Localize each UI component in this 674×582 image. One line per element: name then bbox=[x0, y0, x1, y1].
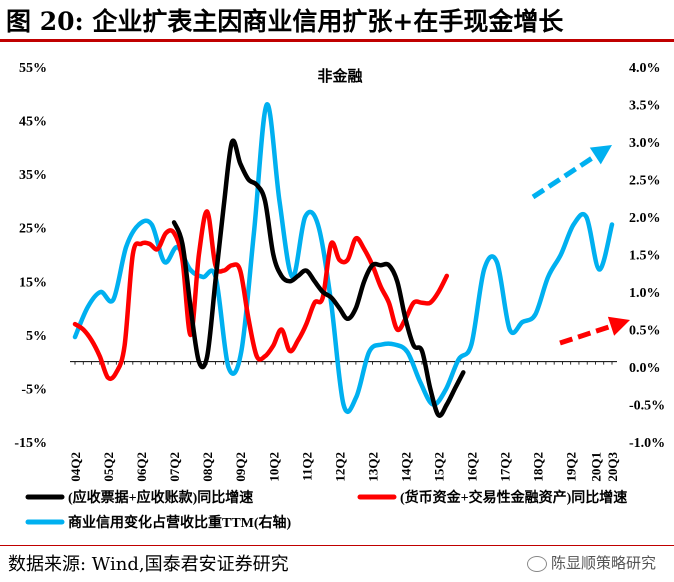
chart-arrows bbox=[531, 145, 630, 346]
x-tick-label: 06Q2 bbox=[134, 452, 149, 482]
chart-series bbox=[72, 102, 615, 418]
x-tick-label: 07Q2 bbox=[167, 452, 182, 482]
red-trend-arrow bbox=[559, 316, 630, 346]
x-tick-label: 17Q2 bbox=[498, 452, 513, 482]
figure-title: 图 20: 企业扩表主因商业信用扩张+在手现金增长 bbox=[6, 7, 564, 36]
x-tick-label: 20Q1 bbox=[588, 452, 603, 482]
x-tick-label: 12Q2 bbox=[332, 452, 347, 482]
source-divider bbox=[0, 545, 674, 546]
series-red-cash bbox=[72, 209, 450, 381]
x-tick-label: 09Q2 bbox=[233, 452, 248, 482]
y-right-tick-label: 4.0% bbox=[629, 61, 661, 76]
y-right-tick-label: 0.5% bbox=[629, 324, 661, 339]
series-blue-credit bbox=[72, 102, 615, 414]
red-trend-arrow-head bbox=[607, 316, 630, 336]
chart-annotation: 非金融 bbox=[317, 67, 362, 85]
x-tick-label: 08Q2 bbox=[200, 452, 215, 482]
y-left-tick-label: -5% bbox=[21, 382, 47, 397]
chart-axes: 55% 45% 35% 25% 15% 5% -5% -15% 4.0% 3.5% 3.0% 2.5%… bbox=[14, 61, 665, 482]
series-black-receivables bbox=[171, 138, 466, 418]
x-tick-label: 16Q2 bbox=[465, 452, 480, 482]
wechat-icon bbox=[526, 555, 547, 572]
y-right-tick-label: 1.5% bbox=[629, 249, 661, 264]
x-tick-label: 13Q2 bbox=[365, 452, 380, 482]
y-right-tick-label: 3.5% bbox=[629, 99, 661, 114]
y-right-tick-label: -1.0% bbox=[629, 436, 665, 451]
y-right-tick-label: 1.0% bbox=[629, 286, 661, 301]
x-tick-label: 05Q2 bbox=[101, 452, 116, 482]
legend-label: (应收票据+应收账款)同比增速 bbox=[68, 489, 253, 506]
x-tick-label: 20Q3 bbox=[605, 452, 620, 482]
chart-legend: (应收票据+应收账款)同比增速 (货币资金+交易性金融资产)同比增速商业信用变化占… bbox=[25, 489, 627, 531]
y-left-tick-label: 45% bbox=[19, 115, 47, 130]
x-tick-label: 10Q2 bbox=[266, 452, 281, 482]
y-right-tick-label: 2.0% bbox=[629, 211, 661, 226]
x-tick-label: 04Q2 bbox=[68, 452, 83, 482]
y-right-tick-label: 0.0% bbox=[629, 361, 661, 376]
y-right-tick-label: -0.5% bbox=[629, 399, 665, 414]
source-note: 数据来源: Wind,国泰君安证券研究 bbox=[8, 554, 289, 575]
watermark-text: 陈显顺策略研究 bbox=[550, 554, 656, 572]
blue-trend-arrow-shaft bbox=[531, 153, 597, 200]
legend-label: 商业信用变化占营收比重TTM(右轴) bbox=[68, 514, 292, 531]
y-left-tick-label: -15% bbox=[14, 436, 47, 451]
watermark: 陈显顺策略研究 bbox=[526, 552, 656, 573]
y-left-tick-label: 55% bbox=[19, 61, 47, 76]
y-right-tick-label: 2.5% bbox=[629, 174, 661, 189]
x-tick-label: 14Q2 bbox=[398, 452, 413, 482]
x-tick-label: 19Q2 bbox=[564, 452, 579, 482]
legend-label: (货币资金+交易性金融资产)同比增速 bbox=[400, 489, 627, 506]
y-left-tick-label: 35% bbox=[19, 168, 47, 183]
blue-trend-arrow bbox=[531, 145, 612, 200]
blue-trend-arrow-head bbox=[589, 145, 612, 165]
y-left-tick-label: 5% bbox=[26, 329, 47, 344]
x-tick-label: 11Q2 bbox=[299, 452, 314, 481]
title-divider bbox=[0, 39, 674, 42]
red-trend-arrow-shaft bbox=[559, 323, 612, 346]
y-left-tick-label: 15% bbox=[19, 275, 47, 290]
y-right-tick-label: 3.0% bbox=[629, 136, 661, 151]
x-tick-label: 18Q2 bbox=[531, 452, 546, 482]
y-left-tick-label: 25% bbox=[19, 222, 47, 237]
x-tick-label: 15Q2 bbox=[432, 452, 447, 482]
